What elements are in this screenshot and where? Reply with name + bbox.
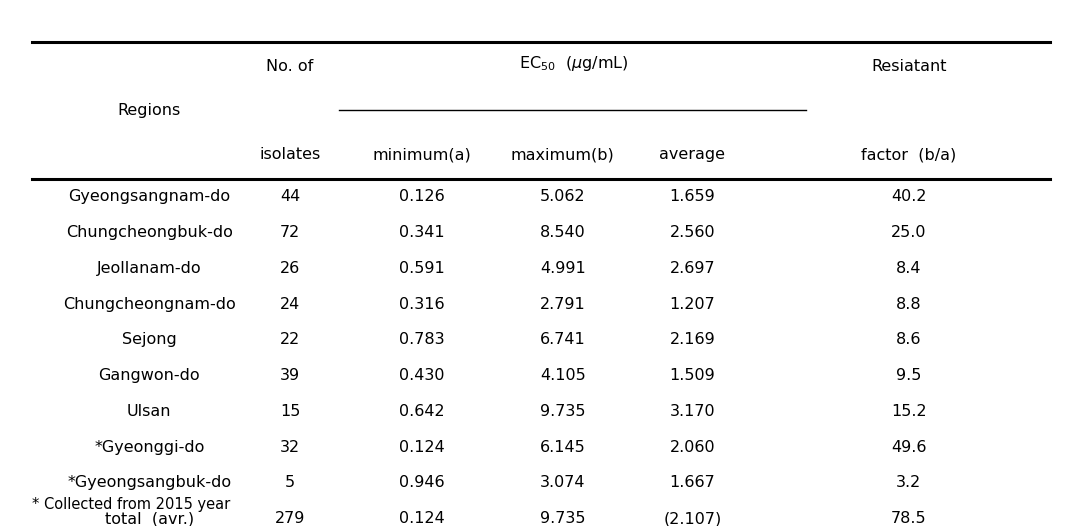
Text: Gyeongsangnam-do: Gyeongsangnam-do xyxy=(68,189,230,204)
Text: 78.5: 78.5 xyxy=(892,511,926,526)
Text: 0.124: 0.124 xyxy=(399,440,445,454)
Text: 22: 22 xyxy=(280,332,300,347)
Text: 9.5: 9.5 xyxy=(896,368,922,383)
Text: total  (avr.): total (avr.) xyxy=(105,511,194,526)
Text: 26: 26 xyxy=(280,261,300,276)
Text: 0.591: 0.591 xyxy=(399,261,445,276)
Text: *Gyeongsangbuk-do: *Gyeongsangbuk-do xyxy=(67,476,232,490)
Text: 40.2: 40.2 xyxy=(892,189,926,204)
Text: 6.741: 6.741 xyxy=(540,332,585,347)
Text: 0.783: 0.783 xyxy=(399,332,445,347)
Text: 0.126: 0.126 xyxy=(399,189,445,204)
Text: 0.316: 0.316 xyxy=(399,297,445,311)
Text: 0.341: 0.341 xyxy=(399,225,445,240)
Text: Chungcheongbuk-do: Chungcheongbuk-do xyxy=(66,225,233,240)
Text: 24: 24 xyxy=(280,297,300,311)
Text: 5: 5 xyxy=(285,476,295,490)
Text: 3.2: 3.2 xyxy=(896,476,922,490)
Text: 1.659: 1.659 xyxy=(670,189,715,204)
Text: 2.060: 2.060 xyxy=(670,440,715,454)
Text: EC$_{50}$  ($\mu$g/mL): EC$_{50}$ ($\mu$g/mL) xyxy=(518,55,629,74)
Text: 8.6: 8.6 xyxy=(896,332,922,347)
Text: 5.062: 5.062 xyxy=(540,189,585,204)
Text: Resiatant: Resiatant xyxy=(871,58,947,74)
Text: Jeollanam-do: Jeollanam-do xyxy=(97,261,201,276)
Text: 32: 32 xyxy=(280,440,300,454)
Text: 1.667: 1.667 xyxy=(670,476,715,490)
Text: 2.791: 2.791 xyxy=(540,297,585,311)
Text: 2.560: 2.560 xyxy=(670,225,715,240)
Text: maximum(b): maximum(b) xyxy=(511,147,615,163)
Text: 2.697: 2.697 xyxy=(670,261,715,276)
Text: 0.124: 0.124 xyxy=(399,511,445,526)
Text: 279: 279 xyxy=(275,511,305,526)
Text: 9.735: 9.735 xyxy=(540,404,585,419)
Text: 3.170: 3.170 xyxy=(670,404,715,419)
Text: 49.6: 49.6 xyxy=(892,440,926,454)
Text: 3.074: 3.074 xyxy=(540,476,585,490)
Text: 15.2: 15.2 xyxy=(892,404,926,419)
Text: 2.169: 2.169 xyxy=(670,332,715,347)
Text: 1.509: 1.509 xyxy=(670,368,715,383)
Text: Sejong: Sejong xyxy=(122,332,176,347)
Text: 8.540: 8.540 xyxy=(540,225,585,240)
Text: Regions: Regions xyxy=(118,103,181,118)
Text: 0.946: 0.946 xyxy=(399,476,445,490)
Text: 4.105: 4.105 xyxy=(540,368,585,383)
Text: 1.207: 1.207 xyxy=(670,297,715,311)
Text: * Collected from 2015 year: * Collected from 2015 year xyxy=(32,498,230,512)
Text: Gangwon-do: Gangwon-do xyxy=(98,368,200,383)
Text: 0.642: 0.642 xyxy=(399,404,445,419)
Text: 39: 39 xyxy=(280,368,300,383)
Text: 44: 44 xyxy=(280,189,300,204)
Text: 15: 15 xyxy=(280,404,300,419)
Text: factor  (b/a): factor (b/a) xyxy=(861,147,956,163)
Text: 8.4: 8.4 xyxy=(896,261,922,276)
Text: 25.0: 25.0 xyxy=(892,225,926,240)
Text: 9.735: 9.735 xyxy=(540,511,585,526)
Text: Ulsan: Ulsan xyxy=(127,404,172,419)
Text: (2.107): (2.107) xyxy=(663,511,722,526)
Text: minimum(a): minimum(a) xyxy=(372,147,472,163)
Text: 8.8: 8.8 xyxy=(896,297,922,311)
Text: average: average xyxy=(660,147,725,163)
Text: 0.430: 0.430 xyxy=(399,368,445,383)
Text: 6.145: 6.145 xyxy=(540,440,585,454)
Text: Chungcheongnam-do: Chungcheongnam-do xyxy=(63,297,236,311)
Text: 4.991: 4.991 xyxy=(540,261,585,276)
Text: 72: 72 xyxy=(280,225,300,240)
Text: *Gyeonggi-do: *Gyeonggi-do xyxy=(94,440,204,454)
Text: No. of: No. of xyxy=(266,58,314,74)
Text: isolates: isolates xyxy=(260,147,320,163)
